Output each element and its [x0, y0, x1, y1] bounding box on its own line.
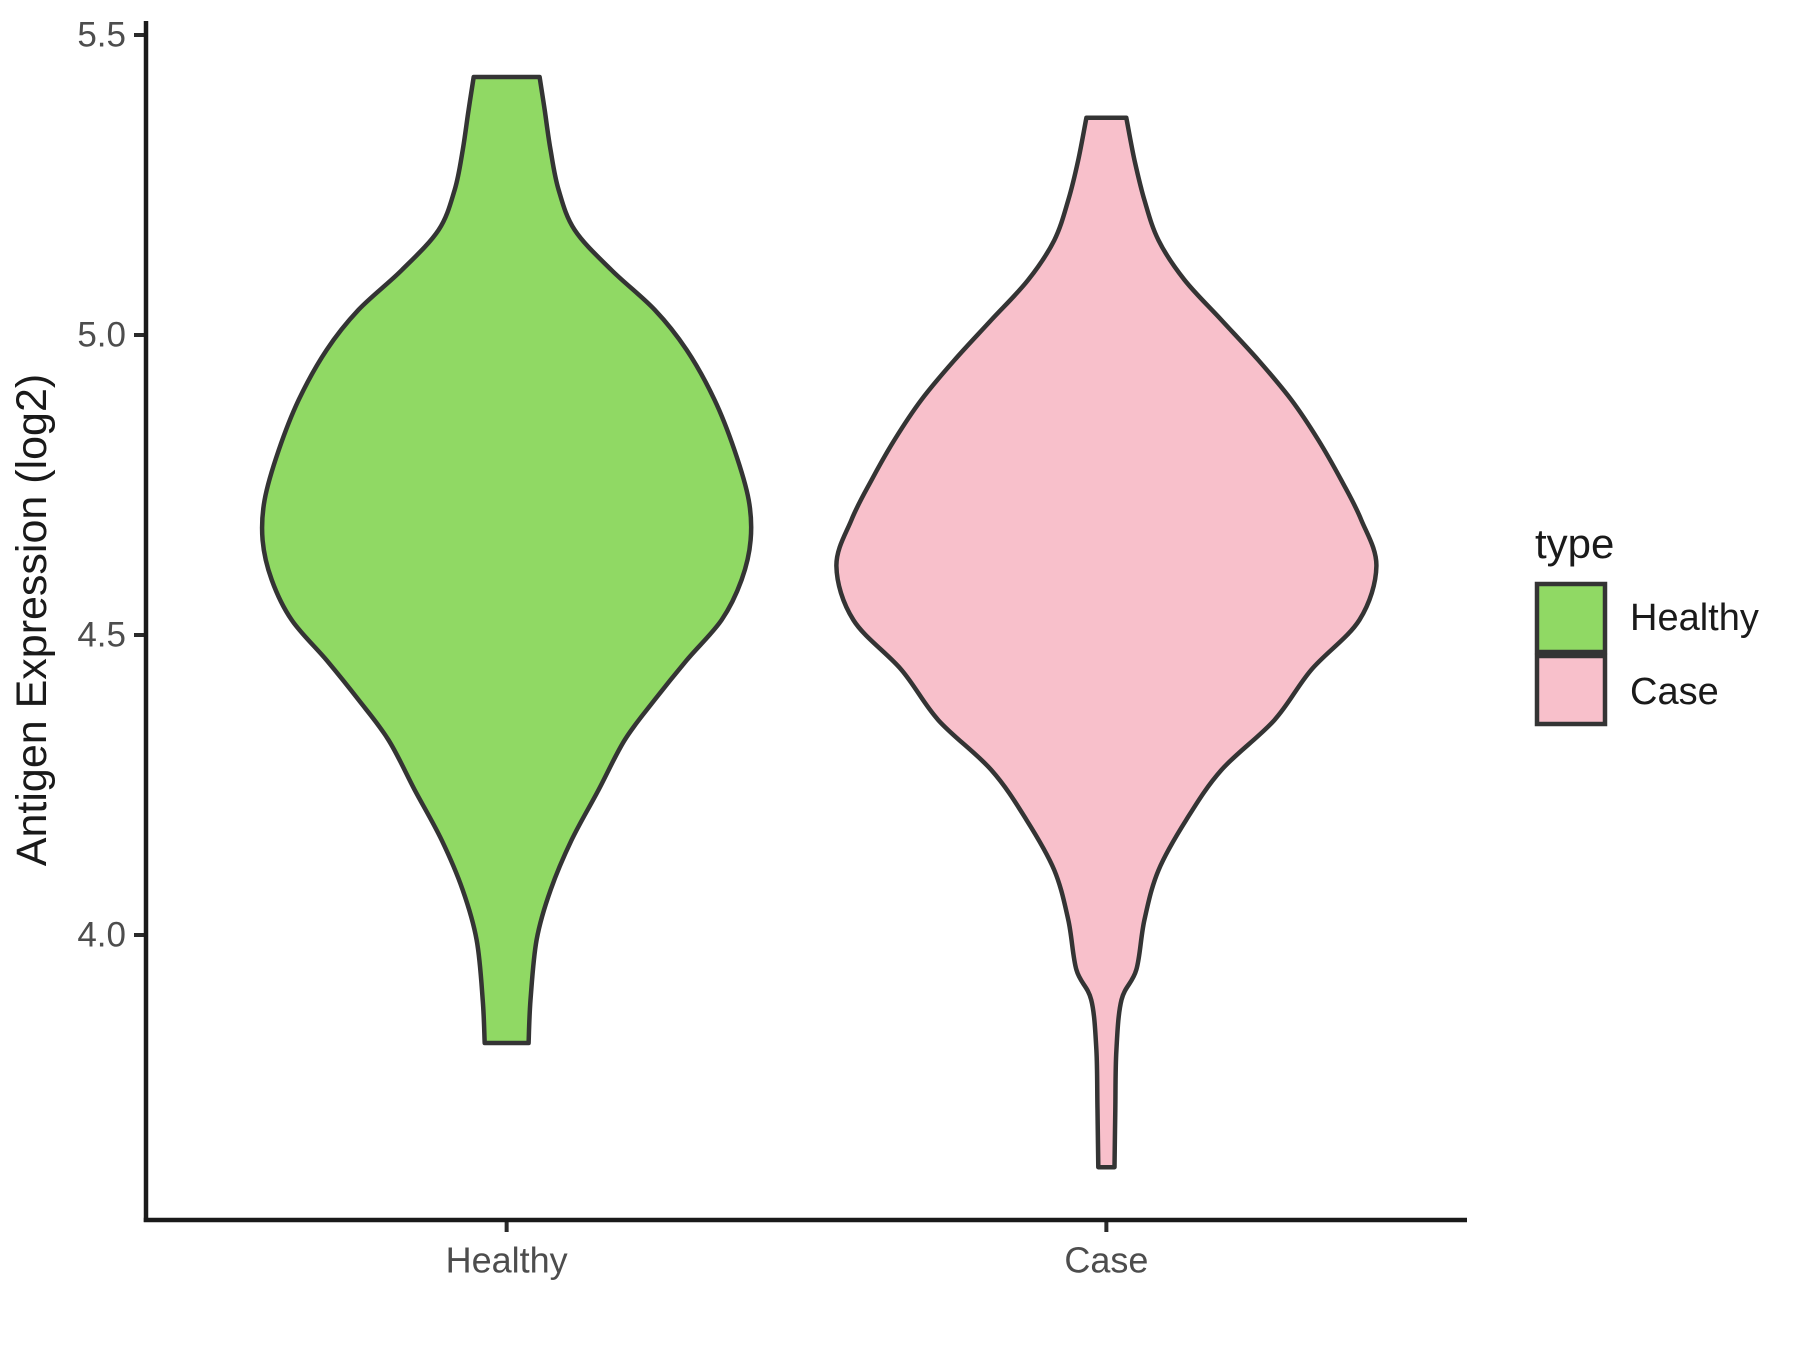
legend-key-healthy-swatch	[1534, 581, 1608, 655]
legend-label-case: Case	[1630, 671, 1719, 713]
legend-label-healthy: Healthy	[1630, 597, 1759, 639]
y-tick-label: 5.5	[77, 16, 126, 55]
legend: type Healthy Case	[1534, 520, 1759, 727]
y-tick-label: 4.5	[77, 616, 126, 655]
legend-key-case-swatch	[1534, 653, 1608, 727]
y-axis-ticks: 4.0 4.5 5.0 5.5	[77, 16, 146, 955]
y-axis-title: Antigen Expression (log2)	[8, 374, 56, 866]
violin-case	[834, 115, 1379, 1170]
violin-healthy	[259, 74, 754, 1046]
legend-title: type	[1535, 520, 1614, 567]
x-tick-label-healthy: Healthy	[446, 1240, 568, 1281]
y-tick-label: 5.0	[77, 316, 126, 355]
x-tick-label-case: Case	[1064, 1240, 1148, 1281]
violins-group	[259, 74, 1379, 1170]
x-axis-ticks: Healthy Case	[446, 1220, 1148, 1281]
y-tick-label: 4.0	[77, 916, 126, 955]
